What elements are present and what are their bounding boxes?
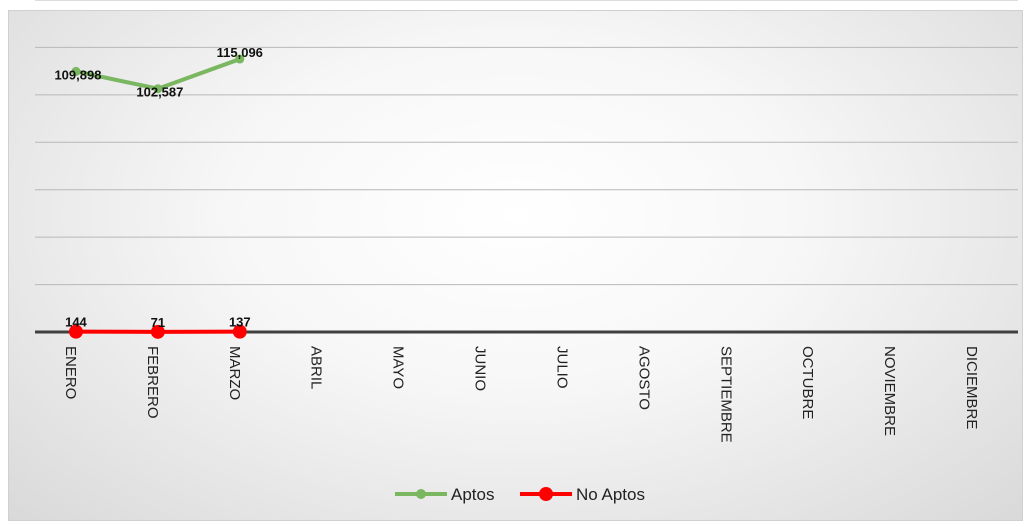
x-tick-label: FEBRERO: [144, 346, 161, 419]
data-label: 115,096: [217, 45, 263, 60]
gridlines: [35, 0, 1018, 286]
data-point: [232, 324, 247, 339]
series-group: [68, 54, 247, 339]
data-labels: 109,898 102,587 115,096 144 71 137: [54, 45, 262, 330]
legend-marker: [539, 487, 553, 501]
x-tick-label: ABRIL: [308, 346, 325, 389]
data-label: 109,898: [54, 67, 101, 82]
data-point: [153, 84, 163, 94]
x-tick-label: MAYO: [390, 346, 407, 389]
legend-marker: [416, 489, 426, 499]
x-tick-label: MARZO: [226, 346, 243, 400]
data-label: 71: [151, 315, 165, 330]
data-label: 102,587: [136, 85, 183, 100]
x-tick-label: AGOSTO: [635, 346, 652, 410]
x-tick-label: JULIO: [553, 346, 570, 389]
x-tick-labels: ENERO FEBRERO MARZO ABRIL MAYO JUNIO JULIO AGOS…: [62, 346, 980, 443]
x-tick-label: OCTUBRE: [799, 346, 816, 419]
data-point: [71, 66, 81, 76]
data-point: [68, 324, 83, 339]
x-tick-label: ENERO: [62, 346, 79, 399]
x-tick-label: NOVIEMBRE: [881, 346, 898, 436]
x-tick-label: JUNIO: [472, 346, 489, 391]
legend-label: Aptos: [451, 485, 494, 504]
x-tick-label: DICIEMBRE: [963, 346, 980, 429]
legend: Aptos No Aptos: [395, 485, 645, 504]
data-point: [235, 54, 245, 64]
legend-label: No Aptos: [576, 485, 645, 504]
data-label: 137: [229, 315, 251, 330]
data-label: 144: [65, 315, 87, 330]
data-point: [150, 324, 165, 339]
x-tick-label: SEPTIEMBRE: [717, 346, 734, 443]
